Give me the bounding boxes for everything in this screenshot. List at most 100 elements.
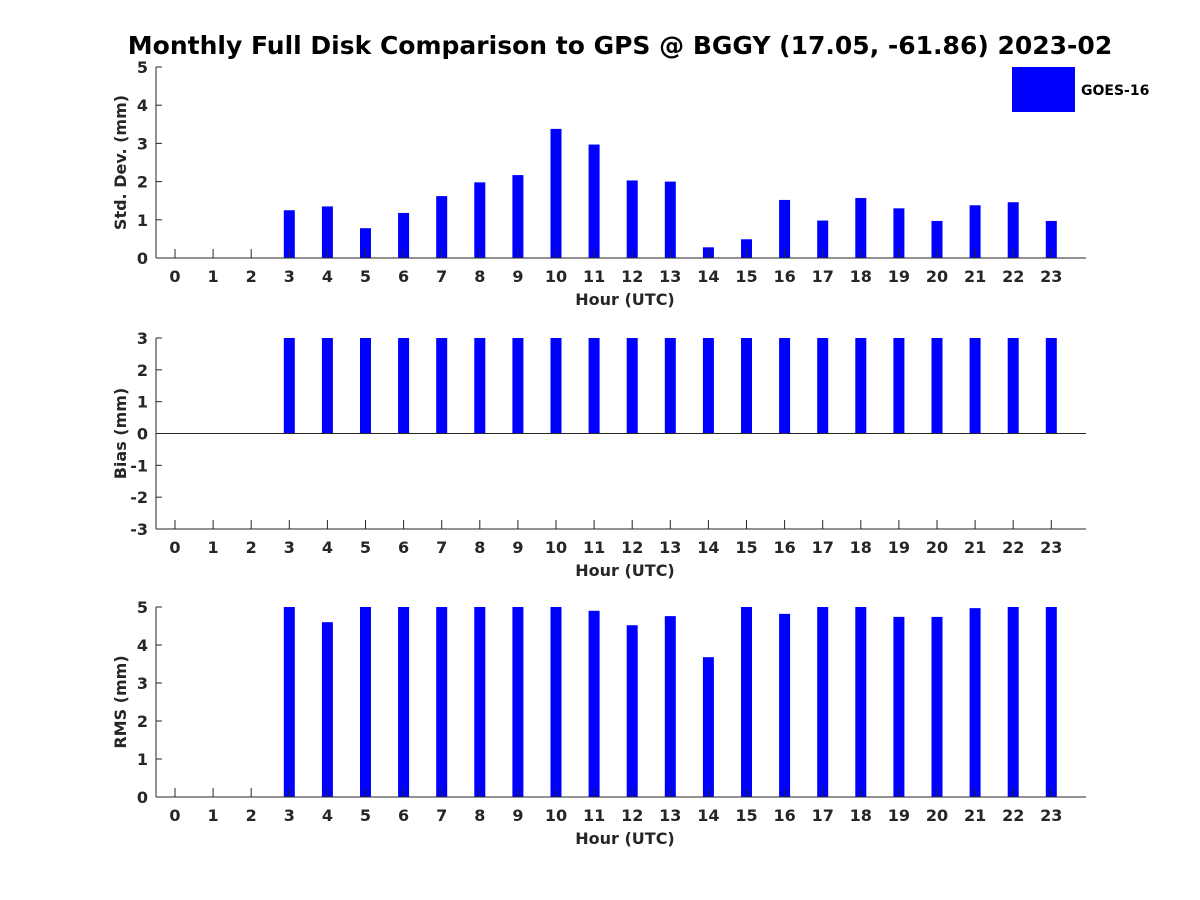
bias-bar-12	[626, 338, 638, 434]
std-dev-bar-10	[550, 128, 562, 258]
bias-bar-23	[1045, 338, 1057, 434]
rms-bar-17	[817, 607, 829, 797]
bias-bar-18	[855, 338, 867, 434]
rms-ytick-label-2: 2	[137, 712, 148, 731]
std-dev-xtick-label-14: 14	[697, 267, 719, 286]
rms-xtick-label-2: 2	[246, 806, 257, 825]
std-dev-xtick-label-16: 16	[773, 267, 795, 286]
rms-xtick-label-14: 14	[697, 806, 719, 825]
bias-bar-5	[360, 338, 371, 434]
rms-ytick-label-4: 4	[137, 636, 148, 655]
rms-ytick-label-3: 3	[137, 674, 148, 693]
std-dev-xtick-label-17: 17	[812, 267, 834, 286]
rms-xtick-label-3: 3	[284, 806, 295, 825]
std-dev-bar-20	[931, 220, 943, 258]
std-dev-bar-7	[436, 196, 448, 258]
bias-bar-19	[893, 338, 905, 434]
rms-bar-8	[474, 607, 486, 797]
std-dev-bar-23	[1045, 220, 1057, 258]
bias-xtick-label-4: 4	[322, 538, 333, 557]
rms-bar-21	[969, 608, 981, 797]
std-dev-xtick-label-9: 9	[512, 267, 523, 286]
rms-bar-19	[893, 616, 905, 797]
rms-bar-3	[283, 607, 295, 797]
bias-xtick-label-20: 20	[926, 538, 948, 557]
bias-ytick-label-2: 2	[137, 361, 148, 380]
bias-bar-15	[741, 338, 752, 434]
bias-xtick-label-15: 15	[735, 538, 757, 557]
rms-xtick-label-11: 11	[583, 806, 605, 825]
rms-xtick-label-17: 17	[812, 806, 834, 825]
rms-bar-12	[626, 625, 638, 797]
legend-swatch	[1012, 67, 1075, 112]
std-dev-bar-18	[855, 198, 867, 258]
rms-xtick-label-20: 20	[926, 806, 948, 825]
std-dev-ytick-label-2: 2	[137, 173, 148, 192]
std-dev-ytick-label-0: 0	[137, 249, 148, 268]
chart-title: Monthly Full Disk Comparison to GPS @ BG…	[128, 31, 1112, 60]
bias-xtick-label-21: 21	[964, 538, 986, 557]
bias-xtick-label-22: 22	[1002, 538, 1024, 557]
bias-xtick-label-9: 9	[512, 538, 523, 557]
bias-xtick-label-5: 5	[360, 538, 371, 557]
std-dev-bar-12	[626, 180, 638, 258]
rms-xtick-label-0: 0	[169, 806, 180, 825]
std-dev-bar-3	[283, 210, 295, 258]
rms-xtick-label-23: 23	[1040, 806, 1062, 825]
rms-xtick-label-7: 7	[436, 806, 447, 825]
bias-xlabel: Hour (UTC)	[575, 561, 675, 580]
rms-bar-10	[550, 607, 562, 797]
bias-bar-10	[550, 338, 562, 434]
rms-bar-5	[360, 607, 371, 797]
rms-bar-6	[398, 607, 410, 797]
bias-xtick-label-6: 6	[398, 538, 409, 557]
rms-xtick-label-9: 9	[512, 806, 523, 825]
std-dev-xtick-label-15: 15	[735, 267, 757, 286]
bias-bar-9	[512, 338, 524, 434]
std-dev-xlabel: Hour (UTC)	[575, 290, 675, 309]
std-dev-bar-15	[741, 239, 752, 258]
rms-xtick-label-16: 16	[773, 806, 795, 825]
bias-xtick-label-16: 16	[773, 538, 795, 557]
rms-xtick-label-10: 10	[545, 806, 567, 825]
std-dev-bar-21	[969, 205, 981, 258]
rms-xlabel: Hour (UTC)	[575, 829, 675, 848]
bias-ytick-label-0: 0	[137, 425, 148, 444]
bias-ytick-label--1: -1	[130, 456, 148, 475]
rms-bar-9	[512, 607, 524, 797]
rms-ytick-label-0: 0	[137, 788, 148, 807]
std-dev-bar-8	[474, 182, 486, 258]
rms-xtick-label-1: 1	[208, 806, 219, 825]
rms-xtick-label-5: 5	[360, 806, 371, 825]
rms-bar-14	[702, 657, 714, 797]
std-dev-xtick-label-2: 2	[246, 267, 257, 286]
std-dev-xtick-label-0: 0	[169, 267, 180, 286]
bias-ytick-label--3: -3	[130, 520, 148, 539]
bias-bar-3	[283, 338, 295, 434]
bias-xtick-label-12: 12	[621, 538, 643, 557]
bias-ytick-label-1: 1	[137, 393, 148, 412]
rms-ytick-label-5: 5	[137, 598, 148, 617]
rms-ytick-label-1: 1	[137, 750, 148, 769]
rms-bar-13	[664, 616, 676, 797]
bias-ytick-label--2: -2	[130, 488, 148, 507]
std-dev-xtick-label-11: 11	[583, 267, 605, 286]
rms-xtick-label-15: 15	[735, 806, 757, 825]
std-dev-xtick-label-6: 6	[398, 267, 409, 286]
std-dev-xtick-label-10: 10	[545, 267, 567, 286]
bias-xtick-label-17: 17	[812, 538, 834, 557]
rms-bar-15	[741, 607, 752, 797]
std-dev-bar-17	[817, 220, 829, 258]
rms-bar-7	[436, 607, 448, 797]
bias-xtick-label-18: 18	[850, 538, 872, 557]
std-dev-xtick-label-1: 1	[208, 267, 219, 286]
std-dev-xtick-label-20: 20	[926, 267, 948, 286]
bias-xtick-label-19: 19	[888, 538, 910, 557]
std-dev-xtick-label-8: 8	[474, 267, 485, 286]
bias-bar-4	[321, 338, 333, 434]
std-dev-xtick-label-7: 7	[436, 267, 447, 286]
